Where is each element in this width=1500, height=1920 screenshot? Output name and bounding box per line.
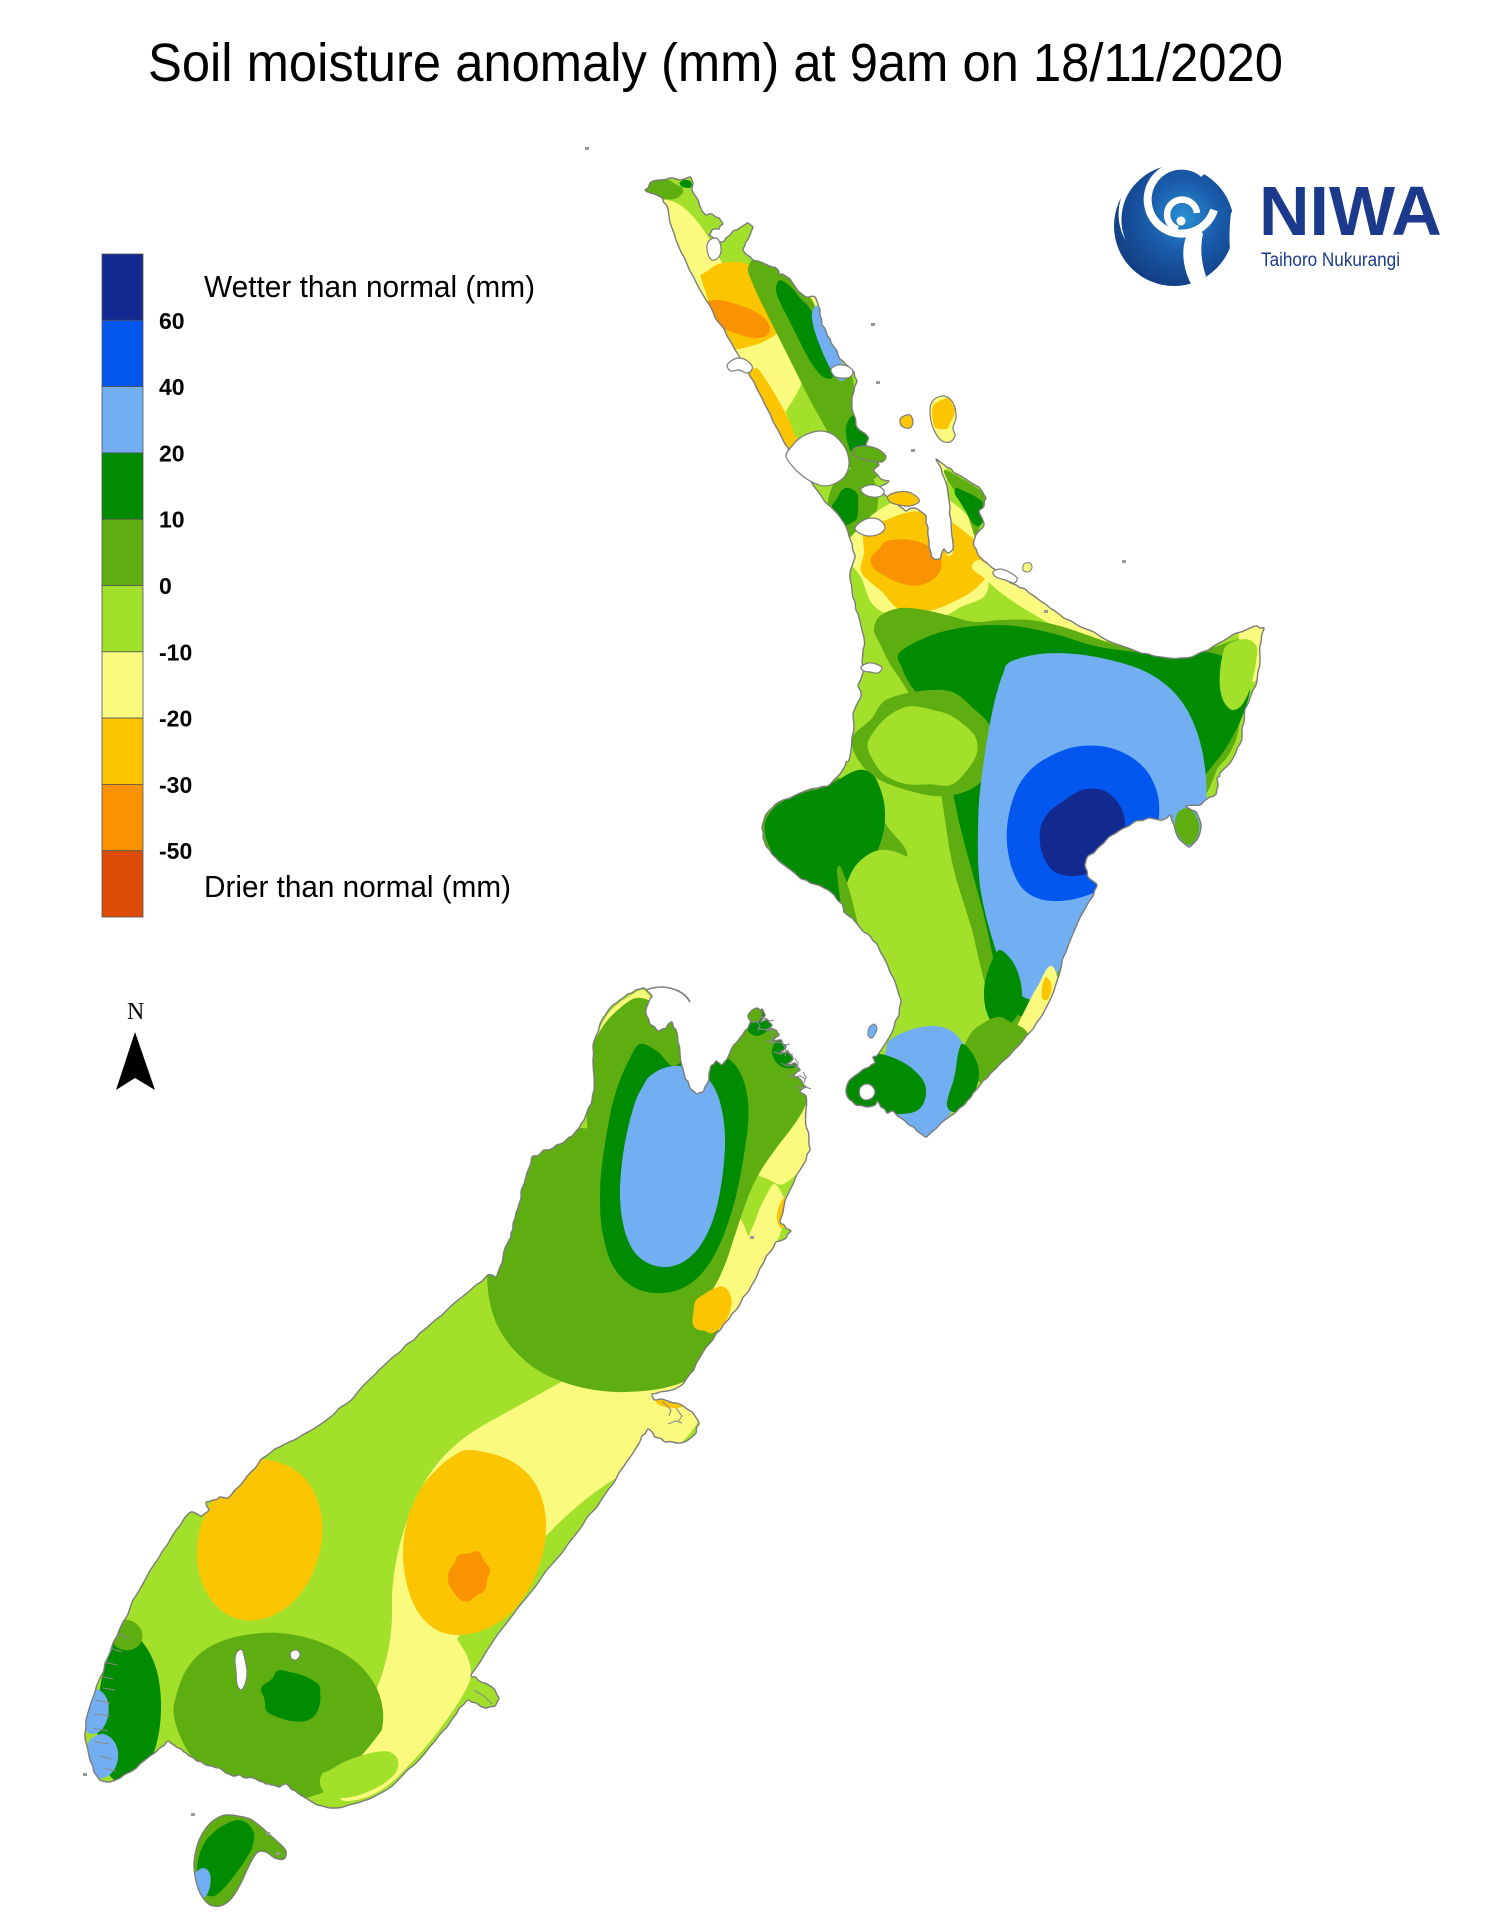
svg-text:Wetter than normal (mm): Wetter than normal (mm) [204, 269, 535, 304]
svg-text:40: 40 [159, 374, 185, 400]
svg-text:NIWA: NIWA [1259, 172, 1442, 250]
svg-text:-50: -50 [159, 838, 192, 864]
svg-text:0: 0 [159, 573, 172, 599]
svg-text:-20: -20 [159, 706, 192, 732]
svg-text:60: 60 [159, 308, 185, 334]
svg-text:20: 20 [159, 440, 185, 466]
svg-text:Taihoro Nukurangi: Taihoro Nukurangi [1261, 250, 1400, 271]
svg-text:-10: -10 [159, 639, 192, 665]
svg-text:Soil moisture anomaly (mm) at: Soil moisture anomaly (mm) at 9am on 18/… [148, 33, 1283, 93]
svg-text:Drier than normal (mm): Drier than normal (mm) [204, 869, 511, 904]
svg-text:10: 10 [159, 507, 185, 533]
svg-text:N: N [127, 999, 144, 1025]
svg-text:-30: -30 [159, 772, 192, 798]
